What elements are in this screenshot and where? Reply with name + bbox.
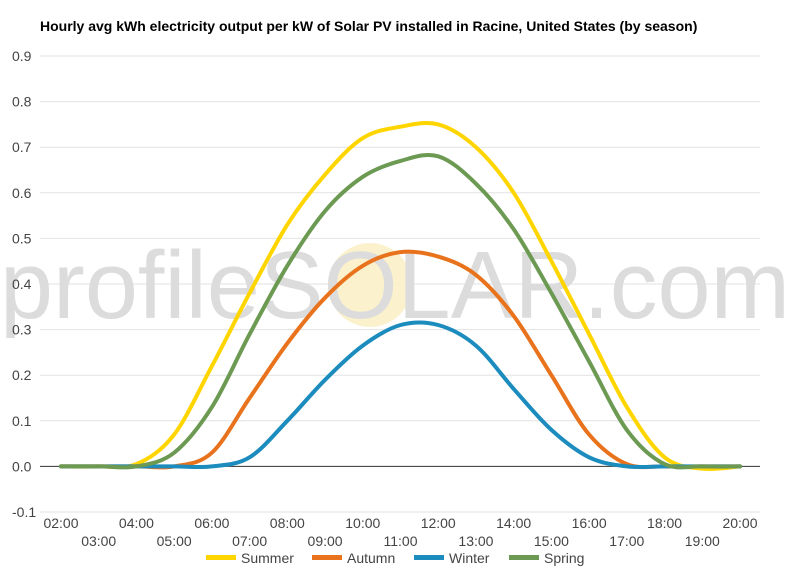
legend-item-summer[interactable]: Summer <box>206 550 294 566</box>
x-axis: 02:0003:0004:0005:0006:0007:0008:0009:00… <box>43 515 757 549</box>
legend-swatch <box>509 555 539 560</box>
x-tick-label: 19:00 <box>685 533 720 549</box>
y-tick-label: 0.8 <box>12 94 32 110</box>
y-tick-label: 0.7 <box>12 139 32 155</box>
legend-swatch <box>206 555 236 560</box>
legend-label: Summer <box>241 550 294 566</box>
x-tick-label: 13:00 <box>458 533 493 549</box>
x-tick-label: 20:00 <box>722 515 757 531</box>
y-tick-label: 0.2 <box>12 367 32 383</box>
x-tick-label: 09:00 <box>308 533 343 549</box>
y-tick-label: 0.9 <box>12 48 32 64</box>
x-tick-label: 11:00 <box>384 533 418 549</box>
legend-label: Winter <box>449 550 490 566</box>
watermark-sun <box>328 243 412 327</box>
x-tick-label: 07:00 <box>232 533 267 549</box>
x-tick-label: 14:00 <box>496 515 531 531</box>
series-line-spring <box>59 152 742 470</box>
y-tick-label: 0.0 <box>12 458 32 474</box>
x-tick-label: 18:00 <box>647 515 682 531</box>
watermark: profileSOLAR.com <box>0 232 790 339</box>
x-tick-label: 06:00 <box>194 515 229 531</box>
y-tick-label: -0.1 <box>12 504 36 520</box>
legend-item-spring[interactable]: Spring <box>509 550 584 566</box>
x-tick-label: 15:00 <box>534 533 569 549</box>
x-tick-label: 10:00 <box>345 515 380 531</box>
watermark-text: profileSOLAR.com <box>0 232 790 339</box>
y-tick-label: 0.1 <box>12 413 32 429</box>
x-tick-label: 16:00 <box>572 515 607 531</box>
series-line-winter <box>59 320 742 470</box>
series-lines <box>59 121 742 472</box>
gridlines <box>40 55 760 513</box>
x-tick-label: 17:00 <box>609 533 644 549</box>
series-line-summer <box>59 121 742 472</box>
y-tick-label: 0.5 <box>12 230 32 246</box>
x-tick-label: 04:00 <box>119 515 154 531</box>
y-tick-label: 0.4 <box>12 276 32 292</box>
chart-title: Hourly avg kWh electricity output per kW… <box>40 18 698 34</box>
x-tick-label: 02:00 <box>43 515 78 531</box>
legend: Summer Autumn Winter Spring <box>206 550 584 566</box>
x-tick-label: 12:00 <box>421 515 456 531</box>
legend-item-winter[interactable]: Winter <box>414 550 490 566</box>
legend-swatch <box>312 555 342 560</box>
legend-label: Spring <box>544 550 584 566</box>
x-tick-label: 05:00 <box>157 533 192 549</box>
y-tick-label: 0.3 <box>12 322 32 338</box>
x-tick-label: 08:00 <box>270 515 305 531</box>
x-tick-label: 03:00 <box>81 533 116 549</box>
legend-swatch <box>414 555 444 560</box>
y-axis: -0.1 0.0 0.1 0.2 0.3 0.4 0.5 0.6 0.7 0.8 0.9 <box>12 48 36 520</box>
legend-label: Autumn <box>347 550 395 566</box>
y-tick-label: 0.6 <box>12 185 32 201</box>
legend-item-autumn[interactable]: Autumn <box>312 550 395 566</box>
